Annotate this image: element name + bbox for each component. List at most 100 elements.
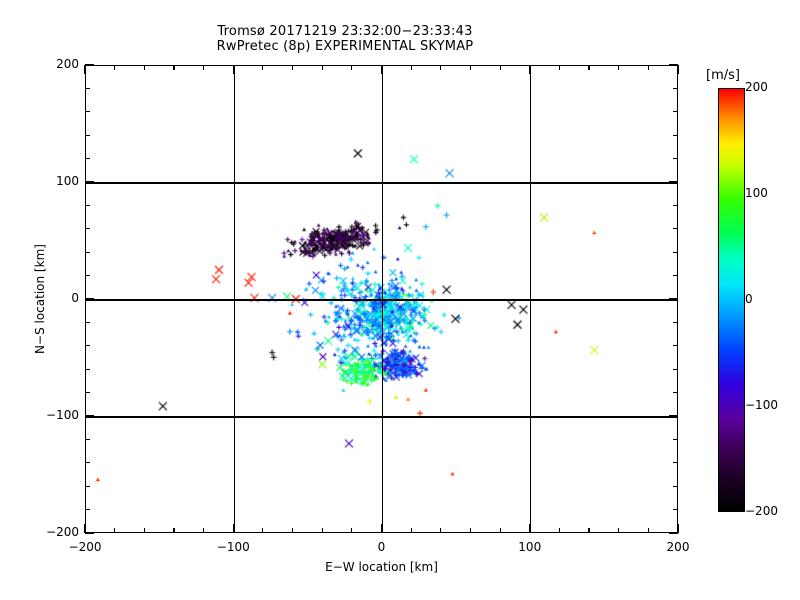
y-tick-label: 100	[56, 174, 79, 188]
x-minor-tick	[618, 65, 620, 70]
colorbar-tick-label: 100	[745, 186, 768, 200]
x-tick-label: −100	[216, 540, 250, 554]
x-minor-tick	[410, 528, 412, 533]
y-minor-tick	[85, 87, 90, 89]
x-major-tick	[84, 524, 86, 533]
x-axis-title: E−W location [km]	[325, 560, 438, 574]
y-major-tick	[669, 415, 678, 417]
x-major-tick	[677, 65, 679, 74]
chart-title: Tromsø 20171219 23:32:00−23:33:43 RwPret…	[0, 24, 690, 54]
x-minor-tick	[114, 65, 116, 70]
y-major-tick	[85, 532, 94, 534]
y-minor-tick	[85, 134, 90, 136]
y-minor-tick	[85, 509, 90, 511]
y-major-tick	[669, 181, 678, 183]
y-tick-label: −200	[46, 525, 79, 539]
x-minor-tick	[351, 65, 353, 70]
y-major-tick	[669, 532, 678, 534]
colorbar-tick-label: 0	[745, 292, 753, 306]
y-tick-label: 0	[71, 291, 79, 305]
x-major-tick	[232, 65, 234, 74]
x-minor-tick	[351, 528, 353, 533]
gridline-horizontal	[86, 416, 677, 418]
gridline-vertical	[233, 66, 235, 532]
x-major-tick	[529, 65, 531, 74]
x-minor-tick	[262, 528, 264, 533]
x-minor-tick	[321, 528, 323, 533]
y-minor-tick	[85, 485, 90, 487]
y-minor-tick	[673, 134, 678, 136]
x-minor-tick	[114, 528, 116, 533]
y-minor-tick	[673, 251, 678, 253]
y-minor-tick	[673, 368, 678, 370]
x-major-tick	[380, 524, 383, 533]
x-minor-tick	[262, 65, 264, 70]
y-major-tick	[85, 298, 94, 300]
x-major-tick	[84, 65, 86, 74]
x-tick-label: 100	[518, 540, 542, 554]
x-tick-label: 0	[377, 540, 386, 554]
x-minor-tick	[499, 528, 501, 533]
y-minor-tick	[85, 251, 90, 253]
x-minor-tick	[618, 528, 620, 533]
y-minor-tick	[673, 509, 678, 511]
plot-area	[85, 65, 678, 533]
y-minor-tick	[673, 87, 678, 89]
y-minor-tick	[85, 158, 90, 160]
y-minor-tick	[673, 158, 678, 160]
x-minor-tick	[588, 65, 590, 70]
y-axis-title: N−S location [km]	[33, 244, 47, 354]
colorbar-gradient	[718, 88, 745, 512]
colorbar-unit-label: [m/s]	[706, 68, 740, 83]
x-minor-tick	[558, 65, 560, 70]
gridline-vertical	[381, 66, 384, 532]
y-major-tick	[85, 181, 94, 183]
x-major-tick	[380, 65, 383, 74]
x-minor-tick	[203, 65, 205, 70]
y-minor-tick	[85, 228, 90, 230]
y-minor-tick	[85, 204, 90, 206]
y-minor-tick	[85, 462, 90, 464]
y-minor-tick	[673, 345, 678, 347]
y-minor-tick	[85, 275, 90, 277]
y-minor-tick	[673, 321, 678, 323]
y-major-tick	[669, 298, 678, 300]
x-major-tick	[529, 524, 531, 533]
y-minor-tick	[85, 345, 90, 347]
x-minor-tick	[647, 528, 649, 533]
x-minor-tick	[203, 528, 205, 533]
y-minor-tick	[673, 204, 678, 206]
x-minor-tick	[588, 528, 590, 533]
y-major-tick	[669, 64, 678, 66]
y-tick-label: −100	[46, 408, 79, 422]
x-minor-tick	[321, 65, 323, 70]
x-minor-tick	[469, 528, 472, 533]
gridline-vertical	[530, 66, 532, 532]
y-minor-tick	[673, 392, 678, 394]
x-minor-tick	[143, 528, 145, 533]
y-tick-label: 200	[56, 57, 79, 71]
colorbar	[718, 88, 745, 512]
scatter-canvas	[86, 66, 677, 532]
x-minor-tick	[410, 65, 412, 70]
y-major-tick	[85, 64, 94, 66]
y-minor-tick	[673, 485, 678, 487]
y-minor-tick	[85, 392, 90, 394]
x-minor-tick	[291, 65, 294, 70]
gridline-horizontal	[86, 182, 677, 184]
x-minor-tick	[143, 65, 145, 70]
y-minor-tick	[673, 228, 678, 230]
y-minor-tick	[85, 321, 90, 323]
x-minor-tick	[558, 528, 560, 533]
y-minor-tick	[85, 438, 90, 440]
colorbar-tick-label: −100	[745, 398, 778, 412]
y-minor-tick	[85, 368, 90, 370]
gridline-horizontal	[86, 299, 677, 301]
colorbar-tick-label: 200	[745, 80, 768, 94]
y-major-tick	[85, 415, 94, 417]
x-minor-tick	[173, 65, 175, 70]
title-line-1: Tromsø 20171219 23:32:00−23:33:43	[217, 24, 473, 39]
y-minor-tick	[673, 111, 678, 113]
x-tick-label: −200	[68, 540, 102, 554]
x-minor-tick	[469, 65, 472, 70]
